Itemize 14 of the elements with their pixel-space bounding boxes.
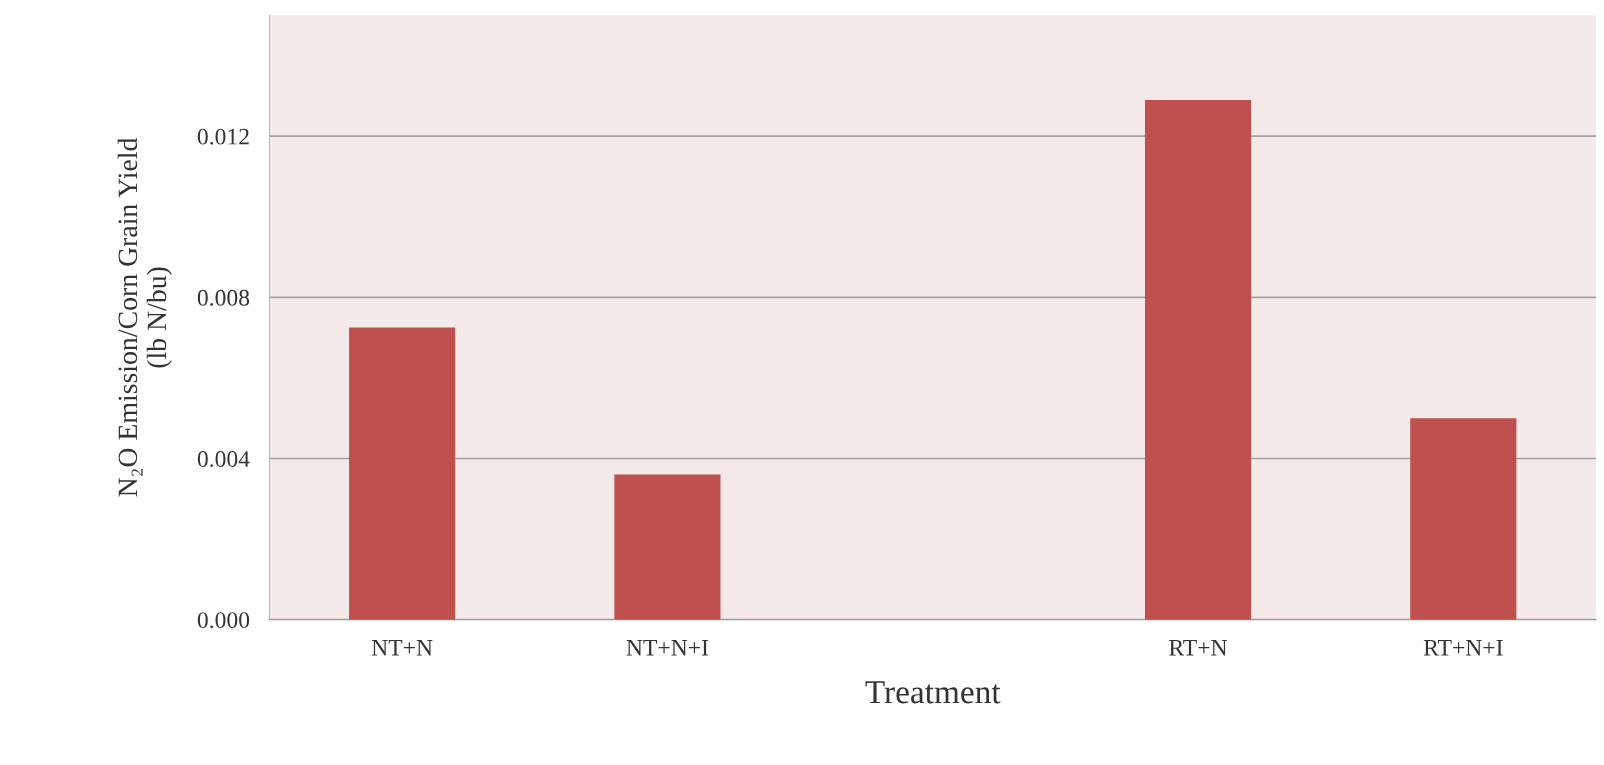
bar — [1410, 418, 1517, 620]
bar — [614, 474, 721, 620]
x-tick-label: RT+N — [1169, 640, 1228, 656]
x-tick-label: NT+N — [371, 640, 433, 656]
x-axis-title: Treatment — [865, 681, 1001, 704]
y-tick-label: 0.000 — [197, 612, 250, 629]
y-tick-label: 0.008 — [197, 289, 250, 306]
y-axis-title: N₂O Emission/Corn Grain Yield (lb N/bu) — [117, 137, 172, 497]
x-tick-label: NT+N+I — [626, 640, 709, 656]
bar — [349, 327, 456, 620]
x-tick-label: RT+N+I — [1423, 640, 1503, 656]
y-tick-label: 0.012 — [197, 128, 249, 145]
y-tick-label: 0.004 — [197, 450, 250, 468]
bar — [1144, 99, 1252, 620]
